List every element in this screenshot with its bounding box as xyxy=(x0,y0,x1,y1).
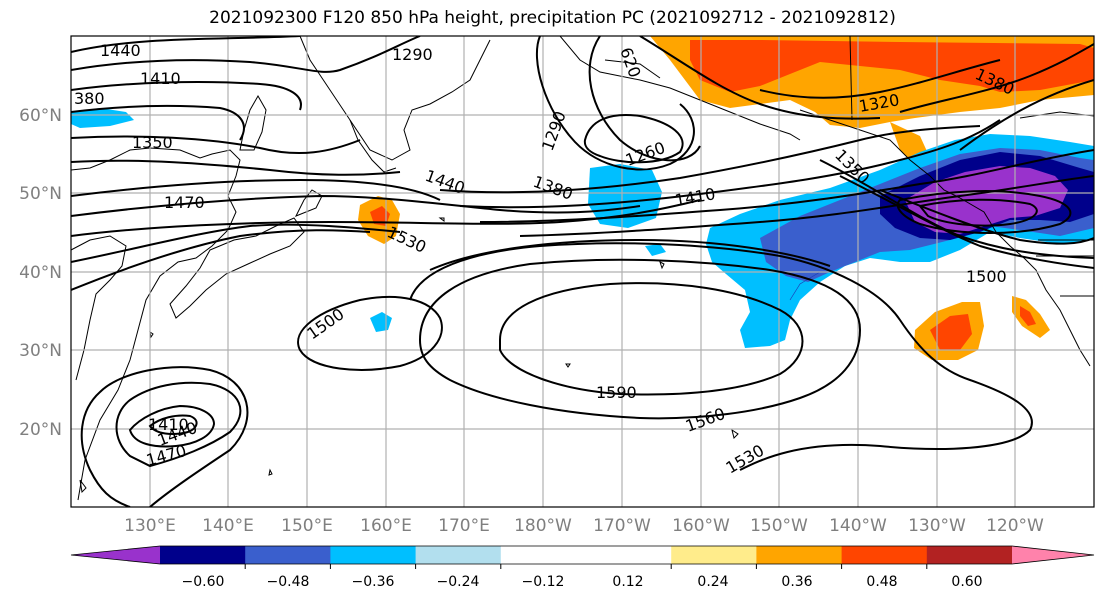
colorbar-tick-label: 0.12 xyxy=(612,574,643,590)
contour-label: 1410 xyxy=(148,415,189,434)
lat-label: 40°N xyxy=(19,263,62,283)
contour-label: 380 xyxy=(74,89,105,108)
colorbar-segment xyxy=(160,546,246,564)
lat-label: 60°N xyxy=(19,106,62,126)
map-frame xyxy=(70,35,1095,508)
lon-label: 130°E xyxy=(124,516,176,536)
lon-label: 150°W xyxy=(750,516,808,536)
lat-label: 30°N xyxy=(19,341,62,361)
colorbar-tick-label: 0.36 xyxy=(781,574,812,590)
colorbar-segment xyxy=(586,546,672,564)
map-title: 2021092300 F120 850 hPa height, precipit… xyxy=(209,8,896,28)
colorbar-segments xyxy=(71,546,1094,564)
lon-label: 170°E xyxy=(438,516,490,536)
lat-label: 50°N xyxy=(19,184,62,204)
colorbar-extend-low xyxy=(71,546,160,564)
longitude-labels: 130°E 140°E 150°E 160°E 170°E 180°W 170°… xyxy=(124,516,1044,536)
lon-label: 120°W xyxy=(986,516,1044,536)
lon-label: 160°E xyxy=(360,516,412,536)
contour-label: 1410 xyxy=(140,69,181,88)
colorbar-tick-label: 0.24 xyxy=(697,574,728,590)
lon-label: 150°E xyxy=(281,516,333,536)
lon-label: 180°W xyxy=(514,516,572,536)
contour-label: 1440 xyxy=(100,41,141,60)
colorbar-ticks xyxy=(244,564,928,569)
colorbar-outline xyxy=(70,545,1095,565)
colorbar-tick-label: −0.36 xyxy=(352,574,395,590)
colorbar-segment xyxy=(245,546,331,564)
latitude-labels: 60°N 50°N 40°N 30°N 20°N xyxy=(19,106,62,440)
contour-label: 1470 xyxy=(164,193,205,212)
colorbar-segment xyxy=(500,546,587,564)
colorbar-extend-high xyxy=(1012,546,1094,564)
colorbar-segment xyxy=(926,546,1013,564)
map-area: 1440 1410 380 1350 1470 1290 620 1290 12… xyxy=(71,36,1094,507)
colorbar-segment xyxy=(330,546,417,564)
colorbar-tick-label: 0.48 xyxy=(866,574,897,590)
contour-label: 1350 xyxy=(132,133,173,152)
lat-label: 20°N xyxy=(19,420,62,440)
lon-label: 170°W xyxy=(593,516,651,536)
lon-label: 130°W xyxy=(908,516,966,536)
contour-label: 1290 xyxy=(392,45,433,64)
contour-label: 1500 xyxy=(966,267,1007,286)
height-contours xyxy=(71,36,1094,507)
colorbar-tick-label: 0.60 xyxy=(951,574,982,590)
lon-label: 140°E xyxy=(202,516,254,536)
colorbar-tick-label: −0.48 xyxy=(267,574,310,590)
colorbar-tick-label: −0.60 xyxy=(182,574,225,590)
colorbar: −0.60 −0.48 −0.36 −0.24 −0.12 0.12 0.24 … xyxy=(70,545,1095,590)
colorbar-segment xyxy=(415,546,502,564)
colorbar-segment xyxy=(756,546,843,564)
colorbar-tick-label: −0.24 xyxy=(437,574,480,590)
contour-label: 1590 xyxy=(596,383,637,402)
lon-label: 140°W xyxy=(829,516,887,536)
colorbar-tick-labels: −0.60 −0.48 −0.36 −0.24 −0.12 0.12 0.24 … xyxy=(182,574,983,590)
colorbar-segment xyxy=(671,546,757,564)
lon-label: 160°W xyxy=(672,516,730,536)
colorbar-tick-label: −0.12 xyxy=(522,574,565,590)
colorbar-segment xyxy=(841,546,928,564)
